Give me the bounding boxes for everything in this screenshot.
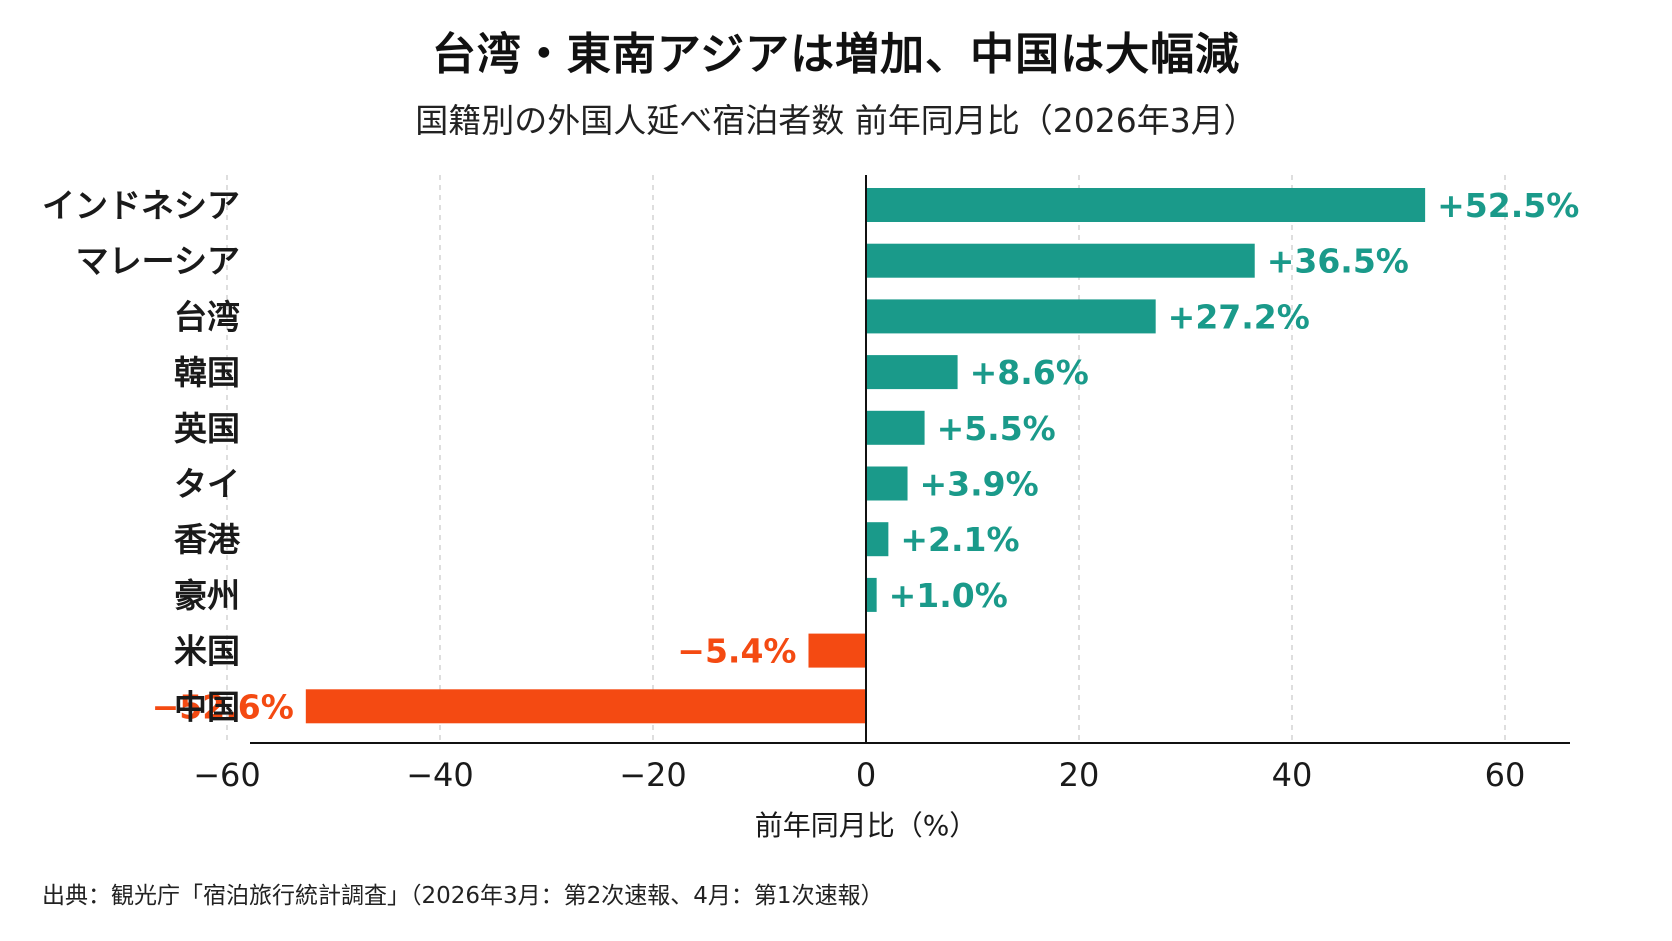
value-label: +5.5% xyxy=(937,409,1056,448)
chart-subtitle: 国籍別の外国人延べ宿泊者数 前年同月比（2026年3月） xyxy=(415,101,1257,140)
value-label: +1.0% xyxy=(889,576,1008,615)
bar xyxy=(866,243,1255,278)
category-label: 英国 xyxy=(174,409,240,448)
bars xyxy=(305,188,1426,724)
bar xyxy=(866,188,1426,222)
value-label: +52.5% xyxy=(1437,186,1579,225)
x-tick-label: −60 xyxy=(193,756,261,794)
x-tick-label: 20 xyxy=(1059,756,1100,794)
value-label: +36.5% xyxy=(1267,242,1409,281)
value-label: −52.6% xyxy=(152,687,294,726)
bar xyxy=(866,577,877,612)
category-label: 中国 xyxy=(174,687,240,726)
labels: +52.5% インドネシア +36.5% マレーシア +27.2% 台湾 +8.6% 韓国 +5… xyxy=(42,186,1579,726)
category-label: 台湾 xyxy=(174,297,240,336)
value-label: +2.1% xyxy=(900,520,1019,559)
value-label: −5.4% xyxy=(677,632,796,671)
x-tick-label: −40 xyxy=(406,756,474,794)
category-label: マレーシア xyxy=(76,242,240,281)
axes: −60 −40 −20 0 20 40 60 前年同月比（%） xyxy=(193,175,1570,842)
x-tick-label: −20 xyxy=(619,756,687,794)
x-tick-label: 0 xyxy=(856,756,876,794)
category-label: 豪州 xyxy=(174,576,240,615)
category-label: 米国 xyxy=(174,632,240,671)
gridlines xyxy=(226,175,1506,743)
x-tick-label: 60 xyxy=(1485,756,1526,794)
bar xyxy=(866,522,889,557)
category-label: 韓国 xyxy=(174,353,240,392)
bar xyxy=(866,355,958,390)
bar xyxy=(808,633,866,668)
value-label: +3.9% xyxy=(920,465,1039,504)
category-label: 香港 xyxy=(174,520,241,559)
value-label: +27.2% xyxy=(1168,297,1310,336)
x-axis-title: 前年同月比（%） xyxy=(755,809,978,842)
source-note: 出典：観光庁「宿泊旅行統計調査」（2026年3月：第2次速報、4月：第1次速報） xyxy=(42,883,884,909)
bar xyxy=(866,466,908,501)
value-label: +8.6% xyxy=(970,353,1089,392)
bar xyxy=(866,299,1156,334)
chart-title: 台湾・東南アジアは増加、中国は大幅減 xyxy=(431,29,1241,80)
bar xyxy=(305,689,866,724)
category-label: インドネシア xyxy=(42,186,240,225)
x-tick-label: 40 xyxy=(1272,756,1313,794)
bar xyxy=(866,410,925,445)
category-label: タイ xyxy=(174,465,240,504)
